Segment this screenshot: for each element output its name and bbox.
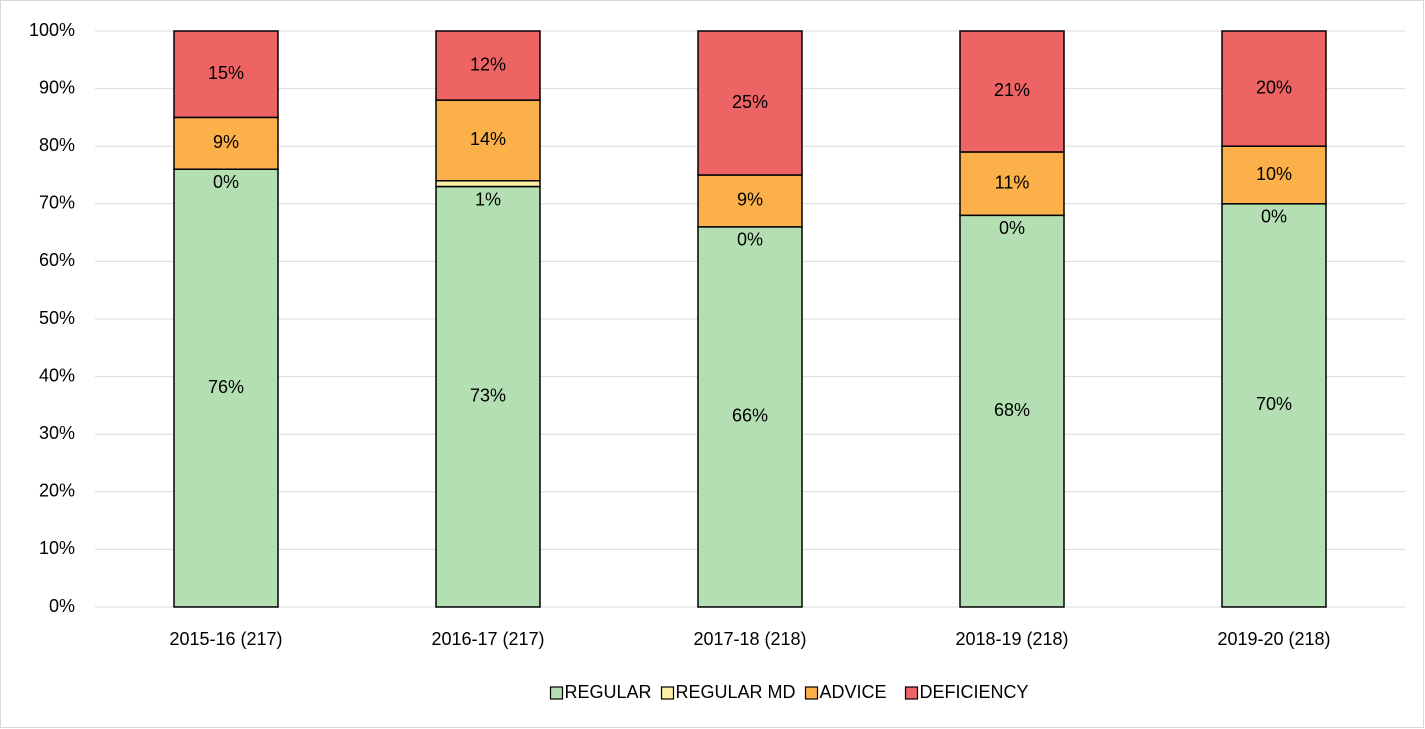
bar-segment [173, 168, 279, 608]
bar-segment [173, 30, 279, 119]
data-label: 76% [208, 377, 244, 397]
y-tick-label: 40% [39, 365, 75, 385]
y-tick-label: 30% [39, 423, 75, 443]
x-tick-label: 2016-17 (217) [431, 629, 544, 649]
bar-segment [959, 30, 1065, 153]
x-tick-label: 2017-18 (218) [693, 629, 806, 649]
data-label: 66% [732, 406, 768, 426]
y-tick-label: 70% [39, 193, 75, 213]
x-tick-label: 2019-20 (218) [1217, 629, 1330, 649]
y-tick-label: 50% [39, 308, 75, 328]
legend-swatch [660, 686, 675, 700]
data-label: 68% [994, 400, 1030, 420]
y-tick-label: 90% [39, 77, 75, 97]
bar-segment [435, 30, 541, 101]
x-tick-label: 2018-19 (218) [955, 629, 1068, 649]
y-tick-label: 60% [39, 250, 75, 270]
data-label: 70% [1256, 394, 1292, 414]
legend-label: DEFICIENCY [920, 682, 1029, 702]
data-label: 21% [994, 80, 1030, 100]
y-tick-label: 100% [29, 20, 75, 40]
bar-segment [435, 180, 541, 188]
data-label: 0% [1261, 207, 1287, 227]
bar-segment [435, 185, 541, 608]
bar-segment [173, 116, 279, 170]
x-tick-label: 2015-16 (217) [169, 629, 282, 649]
legend-swatch [904, 686, 919, 700]
bar-segment [959, 214, 1065, 608]
data-label: 9% [213, 132, 239, 152]
bar-segment [1221, 30, 1327, 147]
data-label: 25% [732, 92, 768, 112]
legend-label: REGULAR [565, 682, 652, 702]
data-label: 15% [208, 63, 244, 83]
y-tick-label: 10% [39, 538, 75, 558]
data-label: 10% [1256, 164, 1292, 184]
bar-segment [959, 151, 1065, 217]
data-label: 9% [737, 190, 763, 210]
y-tick-label: 0% [49, 596, 75, 616]
y-tick-label: 20% [39, 481, 75, 501]
bar-segment [1221, 145, 1327, 205]
data-label: 0% [999, 218, 1025, 238]
bar-segment [697, 226, 803, 608]
data-label: 1% [475, 189, 501, 209]
bar-segment [697, 30, 803, 176]
data-label: 14% [470, 129, 506, 149]
legend-swatch [804, 686, 819, 700]
legend-swatch [549, 686, 564, 700]
legend-label: REGULAR MD [676, 682, 796, 702]
y-tick-label: 80% [39, 135, 75, 155]
data-label: 0% [213, 172, 239, 192]
data-label: 12% [470, 54, 506, 74]
legend-label: ADVICE [820, 682, 887, 702]
data-label: 73% [470, 386, 506, 406]
data-label: 20% [1256, 77, 1292, 97]
data-label: 11% [995, 172, 1030, 192]
data-label: 0% [737, 230, 763, 250]
